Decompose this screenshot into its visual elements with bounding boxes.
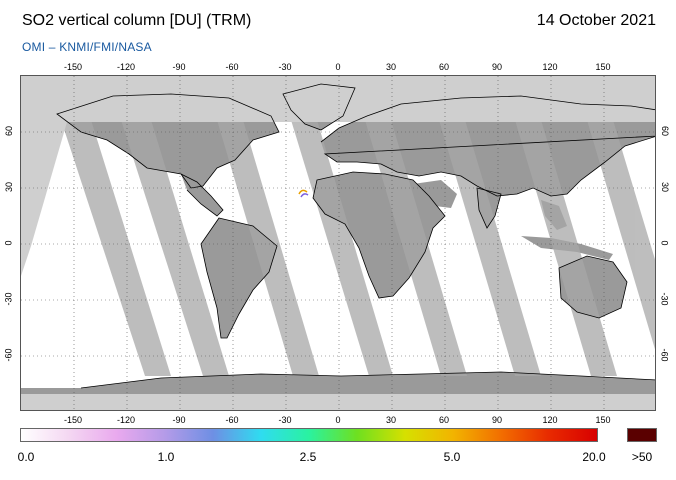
lon-tick: -90 — [172, 62, 186, 72]
lat-tick: 0 — [3, 240, 14, 246]
color-scale-overflow-swatch — [627, 428, 657, 442]
lon-tick: 90 — [491, 62, 503, 72]
lon-tick: 0 — [335, 415, 341, 425]
graticule — [21, 76, 655, 410]
color-scale-over-label: >50 — [631, 450, 653, 464]
coastlines — [56, 83, 655, 389]
lat-tick: 60 — [660, 125, 671, 137]
lon-tick: 120 — [542, 62, 558, 72]
lat-tick: -60 — [659, 348, 670, 362]
lat-tick: -30 — [3, 292, 14, 306]
lat-tick: -30 — [659, 292, 670, 306]
color-scale-label: 2.5 — [299, 450, 317, 464]
no-data-areas — [21, 76, 655, 410]
color-scale-label: 5.0 — [443, 450, 461, 464]
lon-tick: -30 — [278, 62, 292, 72]
so2-hotspot — [298, 189, 309, 198]
map-date: 14 October 2021 — [536, 12, 656, 29]
lon-tick: 90 — [491, 415, 503, 425]
lat-tick: 30 — [4, 181, 15, 193]
lon-tick: -60 — [225, 62, 239, 72]
lon-tick: 30 — [385, 415, 397, 425]
lon-tick: -30 — [278, 415, 292, 425]
lon-tick: -120 — [116, 62, 136, 72]
map-title: SO2 vertical column [DU] (TRM) — [22, 12, 252, 29]
lon-tick: 150 — [595, 62, 611, 72]
lon-tick: 30 — [385, 62, 397, 72]
lon-tick: 60 — [438, 415, 450, 425]
color-scale-label: 1.0 — [157, 450, 175, 464]
lat-tick: -60 — [3, 348, 14, 362]
lon-tick: 0 — [335, 62, 341, 72]
so2-map — [20, 75, 656, 411]
lat-tick: 30 — [660, 181, 671, 193]
lat-tick: 0 — [659, 240, 670, 246]
data-credit: OMI – KNMI/FMI/NASA — [22, 40, 152, 54]
color-scale-label: 0.0 — [17, 450, 35, 464]
lon-tick: -120 — [116, 415, 136, 425]
lon-tick: -60 — [225, 415, 239, 425]
lon-tick: -90 — [172, 415, 186, 425]
lon-tick: 150 — [595, 415, 611, 425]
lon-tick: -150 — [63, 62, 83, 72]
lon-tick: 60 — [438, 62, 450, 72]
lat-tick: 60 — [4, 125, 15, 137]
lon-tick: -150 — [63, 415, 83, 425]
color-scale-label: 20.0 — [582, 450, 606, 464]
color-scale-bar — [20, 428, 598, 442]
lon-tick: 120 — [542, 415, 558, 425]
